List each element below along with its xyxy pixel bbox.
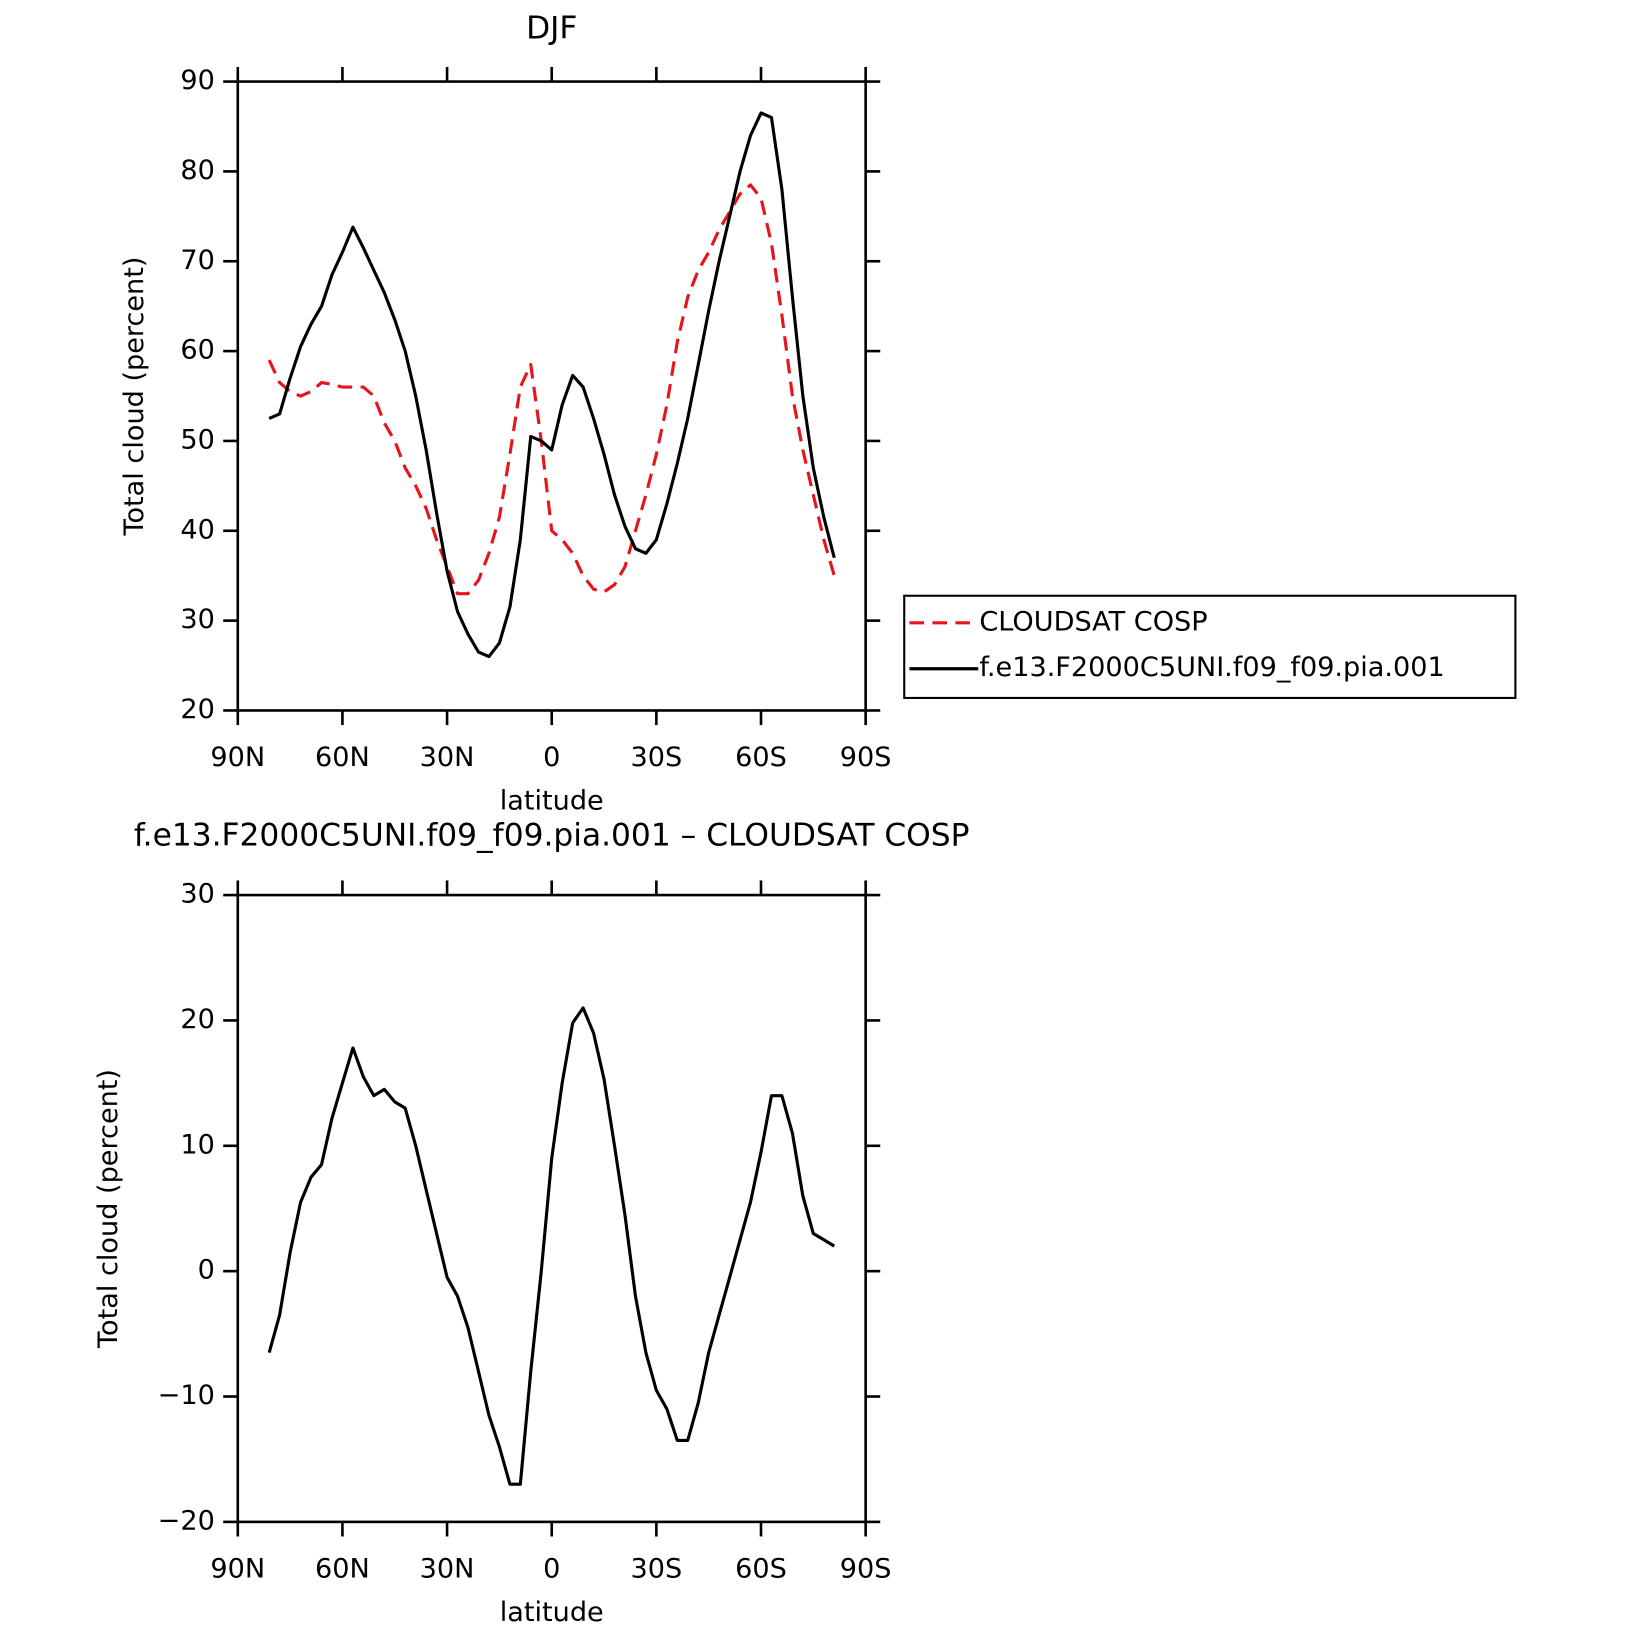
y-tick-label: −20: [158, 1505, 215, 1536]
x-tick-label: 0: [543, 1553, 560, 1584]
x-axis-label: latitude: [500, 786, 604, 817]
x-tick-label: 30N: [420, 742, 475, 773]
x-tick-label: 30N: [420, 1553, 475, 1584]
data-line: [268, 111, 836, 659]
x-tick-label: 90S: [840, 1553, 892, 1584]
y-tick-label: 50: [180, 424, 215, 455]
x-tick-label: 60N: [315, 1553, 370, 1584]
data-line: [267, 1006, 836, 1486]
y-axis-label: Total cloud (percent): [93, 1069, 124, 1349]
x-tick-label: 30S: [631, 742, 683, 773]
y-tick-label: 80: [180, 155, 215, 186]
data-line: [267, 183, 836, 596]
legend-box: [903, 594, 1517, 699]
plot-frame: [236, 80, 867, 712]
y-axis-label: Total cloud (percent): [119, 257, 150, 537]
y-tick-label: −10: [158, 1380, 215, 1411]
y-tick-label: 60: [180, 335, 215, 366]
y-tick-label: 30: [180, 879, 215, 910]
x-tick-label: 60S: [735, 742, 787, 773]
y-tick-label: 0: [198, 1255, 215, 1286]
y-tick-label: 20: [180, 1004, 215, 1035]
x-tick-label: 90N: [210, 1553, 265, 1584]
x-tick-label: 90S: [840, 742, 892, 773]
y-tick-label: 90: [180, 65, 215, 96]
x-tick-label: 60S: [735, 1553, 787, 1584]
legend-label: CLOUDSAT COSP: [979, 606, 1207, 637]
y-tick-label: 10: [180, 1129, 215, 1160]
x-tick-label: 60N: [315, 742, 370, 773]
chart-title: f.e13.F2000C5UNI.f09_f09.pia.001 – CLOUD…: [134, 818, 970, 854]
x-axis-label: latitude: [500, 1597, 604, 1628]
x-tick-label: 30S: [631, 1553, 683, 1584]
x-tick-label: 90N: [210, 742, 265, 773]
chart-title: DJF: [526, 10, 577, 46]
x-tick-label: 0: [543, 742, 560, 773]
y-tick-label: 70: [180, 245, 215, 276]
y-tick-label: 30: [180, 604, 215, 635]
plot-frame: [236, 893, 867, 1524]
legend-label: f.e13.F2000C5UNI.f09_f09.pia.001: [979, 652, 1444, 683]
y-tick-label: 20: [180, 694, 215, 725]
y-tick-label: 40: [180, 514, 215, 545]
